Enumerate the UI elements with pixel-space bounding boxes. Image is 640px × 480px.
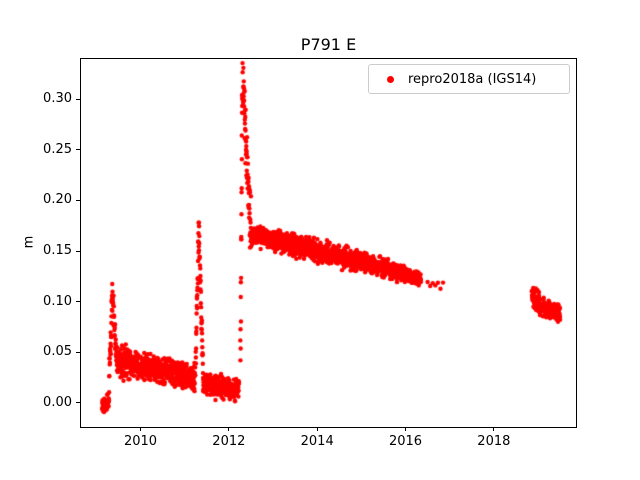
x-tick-2014: [316, 427, 318, 431]
x-tick-2016: [405, 427, 406, 431]
chart-title: P791 E: [300, 35, 357, 54]
y-tick-0.10: [76, 301, 80, 303]
x-tick-label-2012: 2012: [212, 434, 246, 449]
y-tick-label-0.10: 0.10: [43, 293, 72, 309]
y-tick-0.05: [76, 351, 80, 353]
y-tick-label-0.20: 0.20: [43, 192, 72, 208]
legend-label: repro2018a (IGS14): [408, 71, 537, 87]
x-tick-label-2010: 2010: [123, 434, 158, 449]
y-tick-0.30: [76, 98, 80, 100]
y-tick-label-0.15: 0.15: [43, 243, 72, 258]
y-tick-0.20: [76, 199, 80, 201]
y-tick-0.00: [76, 402, 80, 404]
x-tick-2018: [493, 427, 495, 431]
x-tick-2012: [228, 427, 230, 431]
x-tick-label-2016: 2016: [388, 434, 423, 449]
scatter-points-canvas: [81, 59, 576, 427]
x-tick-label-2014: 2014: [300, 434, 334, 449]
y-tick-label-0.05: 0.05: [43, 344, 72, 360]
y-tick-label-0.25: 0.25: [43, 141, 72, 157]
y-tick-0.15: [76, 250, 80, 252]
legend-marker-dot: [387, 75, 394, 83]
y-tick-label-0.00: 0.00: [43, 394, 72, 410]
legend: repro2018a (IGS14): [368, 64, 570, 94]
x-tick-2010: [140, 427, 141, 431]
y-tick-label-0.30: 0.30: [43, 91, 72, 107]
y-tick-0.25: [76, 149, 80, 151]
x-tick-label-2018: 2018: [477, 434, 511, 449]
